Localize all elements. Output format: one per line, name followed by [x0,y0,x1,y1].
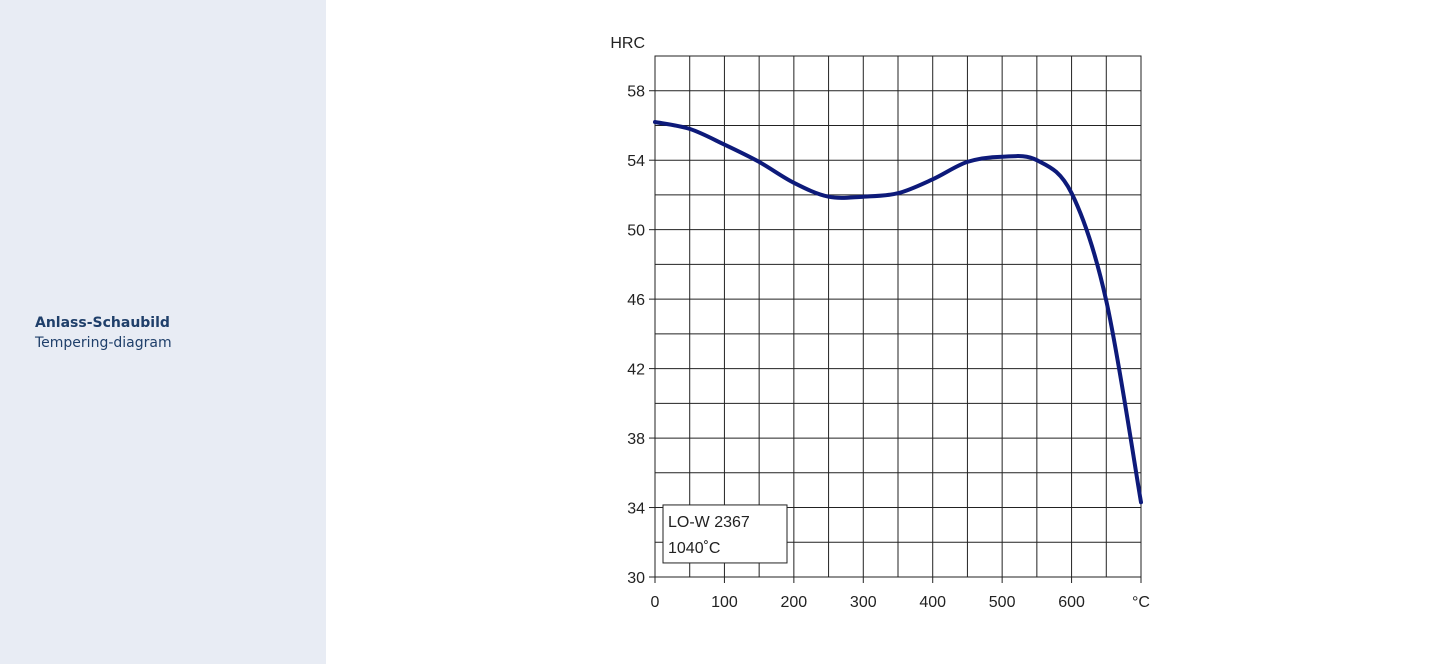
tick-labels: 30 34 38 42 46 50 54 58 0 100 200 300 400 500 600 [627,84,1085,611]
y-tick-label: 30 [627,570,645,587]
x-tick-label: 0 [651,594,660,611]
y-tick-label: 50 [627,223,645,240]
y-tick-label: 58 [627,84,645,101]
y-tick-label: 34 [627,501,645,518]
sidebar: Anlass-Schaubild Tempering-diagram [0,0,326,664]
diagram-title-de: Anlass-Schaubild [35,315,170,331]
sidebar-caption: Anlass-Schaubild Tempering-diagram [35,313,172,353]
y-axis-label: HRC [610,35,645,52]
x-tick-label: 500 [989,594,1016,611]
x-tick-label: 600 [1058,594,1085,611]
x-tick-label: 100 [711,594,738,611]
diagram-title-en: Tempering-diagram [35,335,172,351]
y-tick-label: 42 [627,362,645,379]
y-tick-label: 54 [627,153,645,170]
plot-frame [654,55,1142,578]
axis-ticks [649,90,1142,583]
series-line [653,120,1143,505]
x-tick-label: 300 [850,594,877,611]
legend-box: LO-W 2367 1040˚C [662,504,788,564]
legend-frame [662,504,788,564]
y-tick-label: 46 [627,292,645,309]
x-tick-label: 200 [781,594,808,611]
legend-hardening-temp: 1040˚C [668,540,720,557]
legend-steel-grade: LO-W 2367 [668,514,750,531]
chart-grid [655,56,1141,577]
y-tick-label: 38 [627,431,645,448]
x-tick-label: 400 [919,594,946,611]
x-axis-label: °C [1132,594,1150,611]
